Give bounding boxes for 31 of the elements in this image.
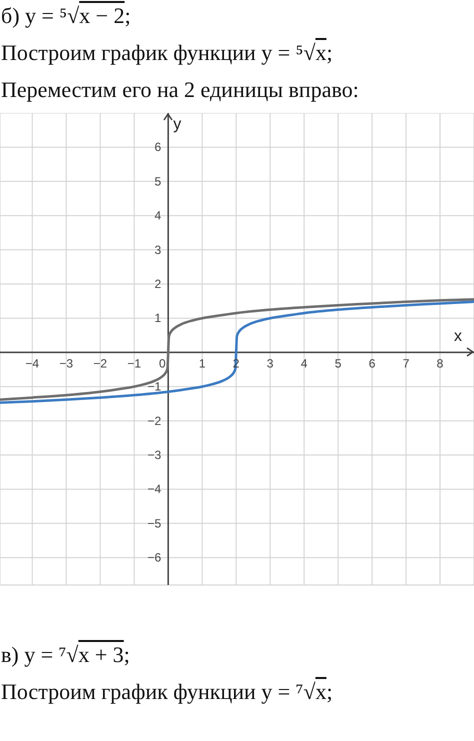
x-tick-label: −2 xyxy=(93,356,108,370)
x-tick-label: 4 xyxy=(300,356,308,370)
y-tick-label: −2 xyxy=(148,414,162,428)
y-tick-label: −1 xyxy=(148,380,162,394)
x-tick-label: 5 xyxy=(334,356,342,370)
x-tick-label: 0 xyxy=(159,356,166,370)
y-tick-label: 2 xyxy=(154,277,162,292)
y-tick-label: 6 xyxy=(154,140,162,154)
chart-subtitle: Построим график функции y = ⁵√x; xyxy=(1,40,333,66)
y-tick-label: 3 xyxy=(154,242,162,257)
x-tick-label: −1 xyxy=(127,356,142,370)
text: Переместим его на 2 единицы вправо: xyxy=(1,77,359,103)
y-tick-label: 1 xyxy=(154,311,162,326)
y-tick-label: −3 xyxy=(148,448,162,462)
chart-title: б) y = ⁵√x − 2; xyxy=(1,3,131,29)
x-tick-label: −4 xyxy=(25,356,40,370)
y-tick-label: −4 xyxy=(148,482,162,496)
x-tick-label: 8 xyxy=(436,356,444,370)
x-tick-label: 1 xyxy=(198,356,206,370)
x-tick-label: 6 xyxy=(368,356,376,370)
text: Построим график функции y = ⁷√x; xyxy=(1,679,333,705)
y-tick-label: −5 xyxy=(148,516,162,530)
text: в) y = ⁷√x + 3; xyxy=(1,642,130,668)
y-tick-label: 5 xyxy=(154,174,162,188)
x-tick-label: −3 xyxy=(59,356,74,370)
y-tick-label: 4 xyxy=(154,208,162,223)
y-axis-title: y xyxy=(173,116,182,134)
y-tick-label: −6 xyxy=(148,550,162,565)
x-axis-title: x xyxy=(454,328,462,346)
x-tick-label: 3 xyxy=(266,356,274,370)
x-tick-label: 7 xyxy=(402,356,410,370)
